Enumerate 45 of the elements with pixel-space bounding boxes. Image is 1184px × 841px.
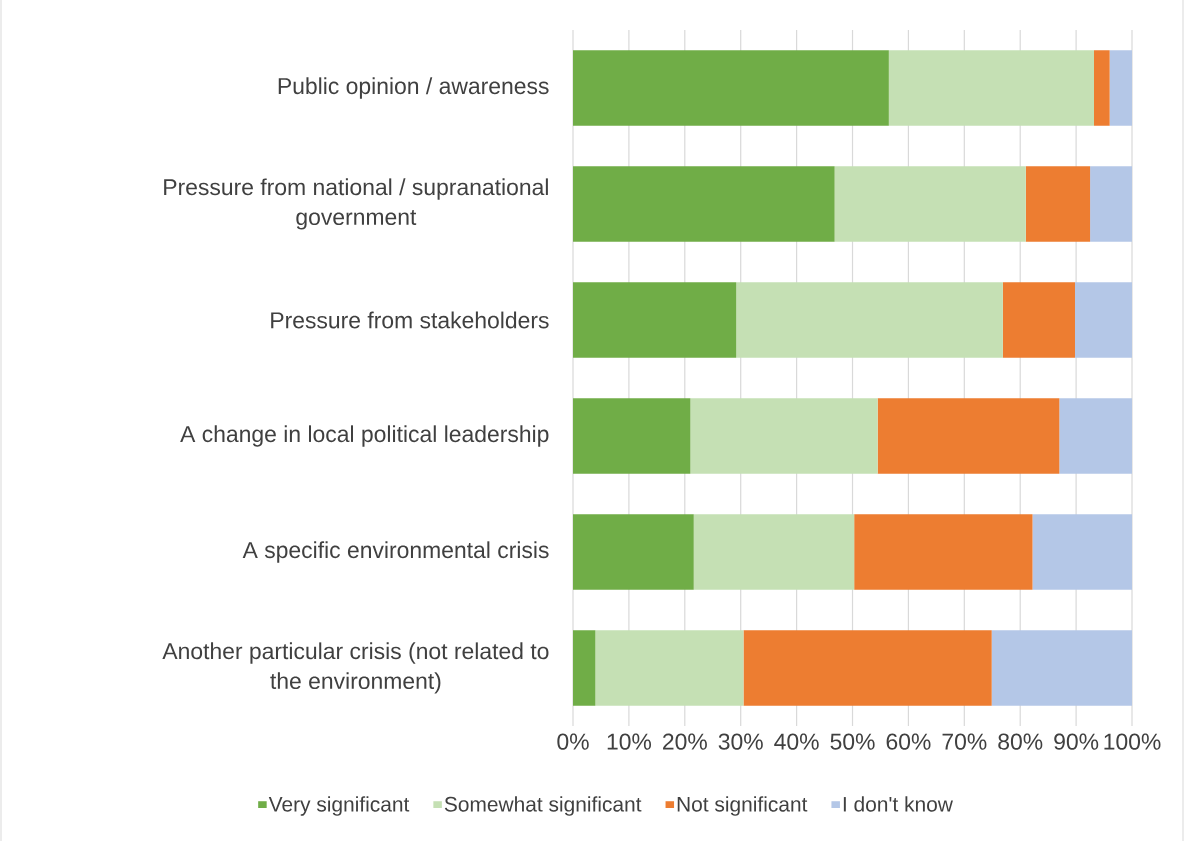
bar (991, 630, 1133, 706)
bar (573, 50, 889, 126)
x-tick-label: 100% (1104, 733, 1161, 750)
bar (1032, 514, 1133, 590)
bar (1059, 398, 1133, 474)
bar (1090, 166, 1133, 242)
x-tick-label: 20% (663, 733, 707, 750)
bar (877, 398, 1060, 474)
bar (1002, 282, 1075, 358)
bar (1025, 166, 1091, 242)
bar (1094, 50, 1110, 126)
y-tick-label: A specific environmental crisis (242, 541, 549, 563)
bar (573, 282, 737, 358)
y-tick-label: Another particular crisis (not related to the environment) (162, 642, 549, 694)
x-tick-label: 90% (1054, 733, 1099, 750)
x-tick-label: 10% (607, 733, 652, 750)
bar (573, 166, 835, 242)
bar (743, 630, 992, 706)
y-tick-label: Pressure from national / supranational government (164, 178, 548, 230)
legend-label: Very significant (268, 796, 410, 816)
bar (854, 514, 1033, 590)
bar (693, 514, 855, 590)
bar (888, 50, 1094, 126)
y-tick-label: A change in local political leadership (180, 425, 549, 447)
legend-label: Somewhat significant (444, 796, 642, 816)
bar (573, 514, 694, 590)
y-tick-label: Pressure from stakeholders (271, 311, 549, 329)
x-tick-label: 50% (830, 733, 875, 750)
bar (595, 630, 744, 706)
x-tick-label: 80% (998, 733, 1043, 750)
x-tick-label: 0% (557, 733, 589, 750)
bar (690, 398, 878, 474)
y-tick-label: Public opinion / awareness (278, 77, 549, 99)
x-tick-label: 40% (774, 733, 819, 750)
bar (834, 166, 1026, 242)
x-tick-label: 70% (942, 733, 987, 750)
x-tick-label: 30% (718, 733, 763, 750)
bar (736, 282, 1003, 358)
bar (1109, 50, 1133, 126)
bar (573, 398, 691, 474)
legend-label: Not significant (677, 796, 808, 816)
bar (573, 630, 596, 706)
x-tick-label: 60% (886, 733, 931, 750)
bar (1074, 282, 1133, 358)
legend-label: I don't know (843, 796, 953, 812)
